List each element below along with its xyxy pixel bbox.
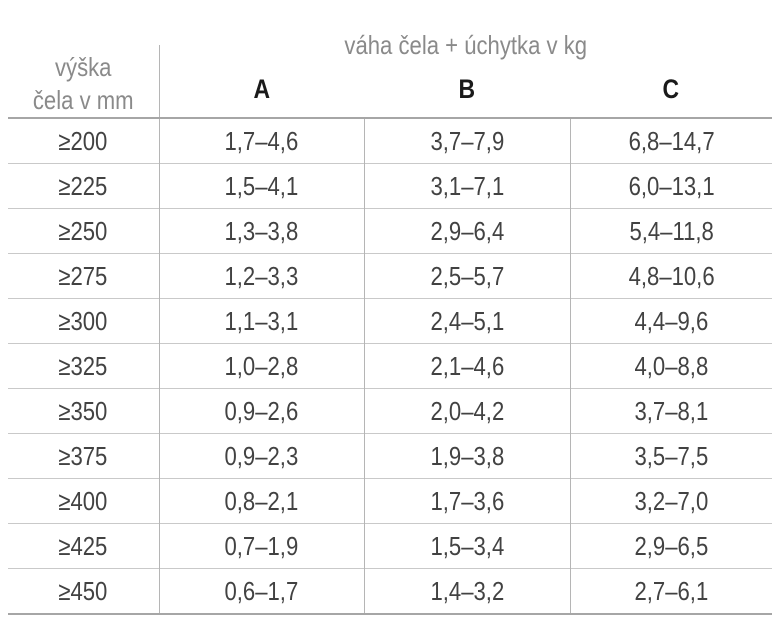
table-row: ≥450 0,6–1,7 1,4–3,2 2,7–6,1	[8, 568, 773, 614]
cell-weight-b: 1,5–3,4	[364, 523, 571, 569]
table-row: ≥200 1,7–4,6 3,7–7,9 6,8–14,7	[8, 118, 772, 164]
column-header-row: A B C	[8, 62, 773, 119]
cell-weight-a: 1,0–2,8	[159, 343, 365, 389]
cell-weight-c: 4,8–10,6	[570, 253, 773, 299]
cell-weight-b: 3,1–7,1	[364, 163, 571, 209]
cell-weight-c: 5,4–11,8	[570, 208, 773, 254]
cell-weight-a: 1,3–3,8	[159, 208, 365, 254]
cell-weight-b: 2,9–6,4	[364, 208, 571, 254]
table-row: ≥375 0,9–2,3 1,9–3,8 3,5–7,5	[8, 433, 773, 479]
row-header-title: výška čela v mm	[8, 28, 159, 119]
cell-weight-b: 2,4–5,1	[364, 298, 571, 344]
cell-height: ≥375	[8, 433, 160, 479]
table-row: ≥325 1,0–2,8 2,1–4,6 4,0–8,8	[8, 343, 773, 389]
cell-height: ≥400	[8, 478, 160, 524]
cell-weight-a: 0,6–1,7	[159, 568, 365, 614]
cell-weight-a: 0,8–2,1	[159, 478, 365, 524]
cell-height: ≥225	[8, 163, 160, 209]
table-row: ≥225 1,5–4,1 3,1–7,1 6,0–13,1	[8, 163, 773, 209]
cell-weight-a: 1,7–4,6	[159, 118, 365, 164]
cell-weight-c: 2,9–6,5	[570, 523, 773, 569]
cell-weight-b: 1,4–3,2	[364, 568, 571, 614]
column-header-c: C	[570, 62, 773, 119]
table-row: ≥300 1,1–3,1 2,4–5,1 4,4–9,6	[8, 298, 773, 344]
table-row: ≥275 1,2–3,3 2,5–5,7 4,8–10,6	[8, 253, 773, 299]
front-weight-table: výška čela v mm váha čela + úchytka v kg…	[8, 28, 773, 615]
cell-height: ≥300	[8, 298, 160, 344]
cell-weight-b: 2,5–5,7	[364, 253, 571, 299]
cell-weight-c: 3,5–7,5	[570, 433, 773, 479]
table-row: ≥350 0,9–2,6 2,0–4,2 3,7–8,1	[8, 388, 773, 434]
cell-height: ≥425	[8, 523, 160, 569]
cell-height: ≥450	[8, 568, 160, 614]
table-row: ≥250 1,3–3,8 2,9–6,4 5,4–11,8	[8, 208, 773, 254]
cell-weight-c: 6,0–13,1	[570, 163, 773, 209]
row-header-line1: výška	[55, 52, 112, 82]
cell-height: ≥200	[8, 118, 160, 164]
cell-weight-a: 0,9–2,3	[159, 433, 365, 479]
cell-weight-c: 3,2–7,0	[570, 478, 773, 524]
cell-height: ≥275	[8, 253, 160, 299]
cell-weight-b: 3,7–7,9	[364, 118, 571, 164]
cell-weight-c: 4,4–9,6	[570, 298, 773, 344]
table-row: ≥425 0,7–1,9 1,5–3,4 2,9–6,5	[8, 523, 773, 569]
column-header-a: A	[159, 62, 364, 119]
cell-weight-c: 6,8–14,7	[628, 125, 715, 156]
cell-weight-c: 3,7–8,1	[570, 388, 773, 434]
group-title-row: výška čela v mm váha čela + úchytka v kg	[8, 28, 772, 119]
cell-weight-c: 2,7–6,1	[570, 568, 773, 614]
cell-weight-c: 4,0–8,8	[570, 343, 773, 389]
row-header-line2: čela v mm	[33, 85, 134, 115]
cell-height: ≥325	[8, 343, 160, 389]
table-row: ≥400 0,8–2,1 1,7–3,6 3,2–7,0	[8, 478, 773, 524]
cell-height: ≥250	[8, 208, 160, 254]
cell-weight-a: 1,5–4,1	[159, 163, 365, 209]
cell-weight-b: 1,7–3,6	[364, 478, 571, 524]
cell-weight-b: 2,1–4,6	[364, 343, 571, 389]
cell-weight-a: 1,2–3,3	[159, 253, 365, 299]
cell-weight-a: 1,1–3,1	[159, 298, 365, 344]
cell-weight-a: 0,7–1,9	[159, 523, 365, 569]
cell-height: ≥350	[8, 388, 160, 434]
cell-weight-b: 2,0–4,2	[364, 388, 571, 434]
cell-weight-a: 0,9–2,6	[159, 388, 365, 434]
column-group-title: váha čela + úchytka v kg	[159, 28, 772, 62]
column-group-title-text: váha čela + úchytka v kg	[344, 29, 587, 60]
column-header-b: B	[364, 62, 570, 119]
cell-weight-b: 1,9–3,8	[364, 433, 571, 479]
